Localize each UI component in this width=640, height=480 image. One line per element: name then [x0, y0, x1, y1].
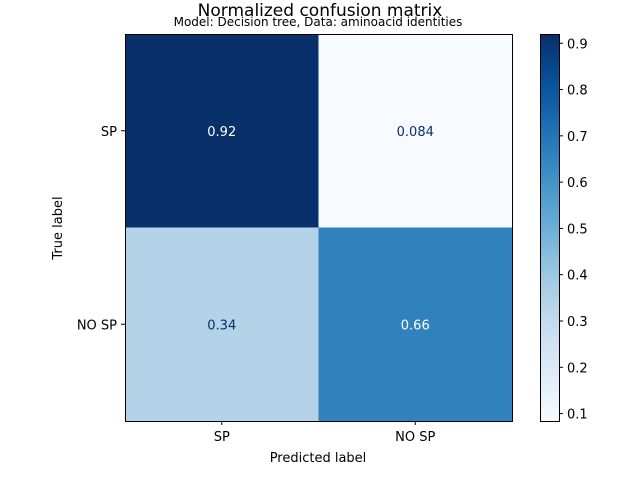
cell-value-label: 0.084	[397, 125, 434, 140]
colorbar-tick-label: 0.6	[567, 176, 588, 191]
cell-value-label: 0.34	[207, 318, 236, 333]
heatmap-cell	[125, 227, 319, 421]
chart-title: Normalized confusion matrix	[198, 1, 443, 21]
colorbar-tick-label: 0.8	[567, 84, 588, 99]
colorbar-tick-label: 0.5	[567, 222, 588, 237]
colorbar-tick-label: 0.2	[567, 361, 588, 376]
plot-frame	[125, 34, 513, 422]
colorbar-tick-label: 0.3	[567, 315, 588, 330]
y-axis-ticks: SP NO SP	[77, 125, 125, 333]
cell-value-label: 0.66	[401, 318, 430, 333]
heatmap-cell	[125, 34, 319, 228]
colorbar-tick-label: 0.4	[567, 269, 588, 284]
y-axis-label: True label	[51, 196, 66, 260]
colorbar-tick-label: 0.7	[567, 130, 588, 145]
colorbar	[540, 34, 560, 422]
x-axis-ticks: SP NO SP	[214, 421, 435, 445]
x-tick-label: SP	[214, 430, 230, 445]
colorbar-tick-label: 0.9	[567, 37, 588, 52]
chart-subtitle: Model: Decision tree, Data: aminoacid id…	[174, 15, 463, 29]
y-tick-label: NO SP	[77, 318, 117, 333]
x-tick-label: NO SP	[395, 430, 435, 445]
x-axis-label: Predicted label	[270, 451, 367, 466]
heatmap-cell	[318, 34, 512, 228]
y-tick-label: SP	[101, 125, 117, 140]
heatmap-cell	[318, 227, 512, 421]
colorbar-tick-label: 0.1	[567, 408, 588, 423]
cell-value-label: 0.92	[207, 125, 236, 140]
heatmap-cells: 0.92 0.084 0.34 0.66	[125, 34, 512, 421]
colorbar-ticks: 0.1 0.2 0.3 0.4 0.5 0.6 0.7 0.8 0.9	[559, 37, 588, 423]
